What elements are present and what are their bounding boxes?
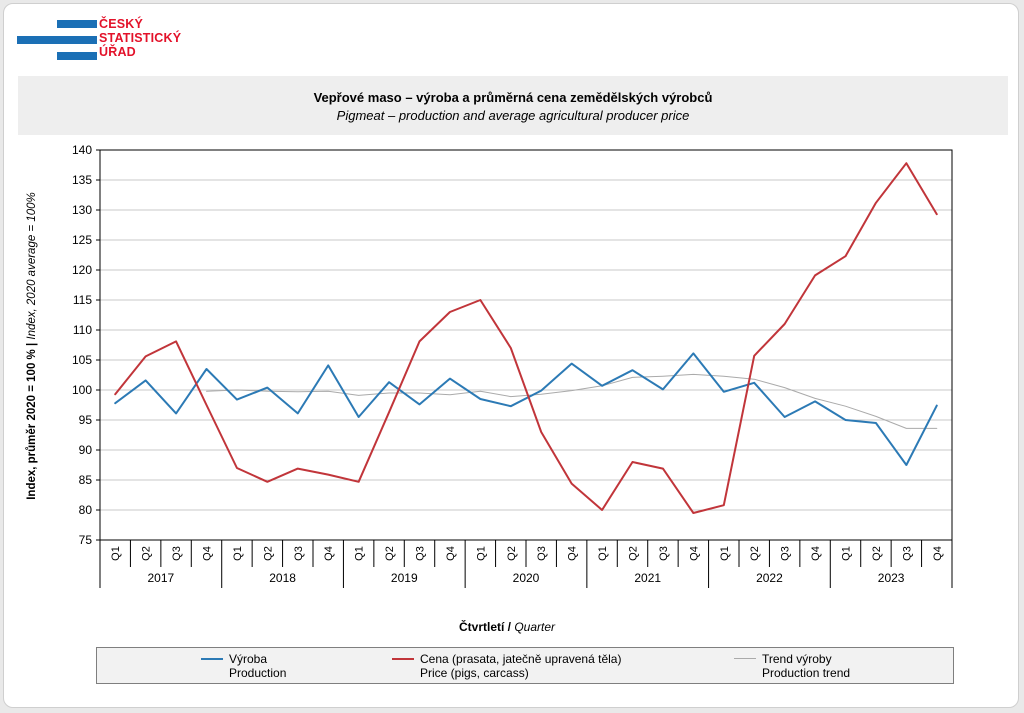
- y-tick-label-85: 85: [79, 473, 93, 487]
- legend-label-production-en: Production: [229, 666, 287, 680]
- y-tick-label-95: 95: [79, 413, 93, 427]
- legend-label-price-cz: Cena (prasata, jatečně upravená těla): [420, 652, 622, 666]
- legend-swatch-price: [392, 658, 414, 660]
- y-tick-label-120: 120: [72, 263, 92, 277]
- quarter-label: Q1: [597, 546, 609, 561]
- x-axis-label-en: Quarter: [514, 620, 556, 634]
- production-line: [114, 352, 938, 466]
- quarter-label: Q1: [841, 546, 853, 561]
- quarter-label: Q4: [688, 546, 700, 561]
- quarter-label: Q1: [475, 546, 487, 561]
- logo-bar-bottom: [57, 52, 97, 60]
- quarter-label: Q2: [749, 546, 761, 561]
- quarter-label: Q2: [262, 546, 274, 561]
- legend-label-production-cz: Výroba: [229, 652, 268, 666]
- y-tick-label-125: 125: [72, 233, 92, 247]
- legend-text-trend: Trend výroby Production trend: [762, 652, 850, 680]
- legend-label-trend-en: Production trend: [762, 666, 851, 680]
- production-trend-line: [206, 373, 938, 429]
- quarter-label: Q4: [810, 546, 822, 561]
- y-tick-label-105: 105: [72, 353, 92, 367]
- y-tick-label-90: 90: [79, 443, 93, 457]
- quarter-label: Q2: [628, 546, 640, 561]
- quarter-label: Q3: [171, 546, 183, 561]
- plot-border: [99, 149, 953, 541]
- quarter-label: Q1: [232, 546, 244, 561]
- legend-swatch-trend: [734, 658, 756, 659]
- x-axis-label: Čtvrtletí / Quarter: [459, 619, 556, 634]
- y-tick-label-80: 80: [79, 503, 93, 517]
- y-tick-label-140: 140: [72, 143, 92, 157]
- quarter-label: Q4: [932, 546, 944, 561]
- logo-text: ČESKÝ STATISTICKÝ ÚŘAD: [99, 17, 181, 59]
- csu-logo: ČESKÝ STATISTICKÝ ÚŘAD: [17, 17, 197, 63]
- title-box: Vepřové maso – výroba a průměrná cena ze…: [18, 76, 1008, 135]
- quarter-label: Q4: [567, 546, 579, 561]
- logo-line-3: ÚŘAD: [99, 45, 136, 59]
- year-label-2020: 2020: [513, 571, 540, 585]
- quarter-label: Q2: [506, 546, 518, 561]
- y-tick-label-100: 100: [72, 383, 92, 397]
- year-label-2021: 2021: [634, 571, 661, 585]
- legend-swatch-production: [201, 658, 223, 660]
- quarter-label: Q1: [719, 546, 731, 561]
- quarter-label: Q3: [415, 546, 427, 561]
- grid-layer: [100, 179, 952, 511]
- quarter-label: Q2: [871, 546, 883, 561]
- quarter-label: Q2: [141, 546, 153, 561]
- price-line: [114, 162, 938, 514]
- legend-text-production: Výroba Production: [229, 652, 286, 680]
- quarter-label: Q1: [354, 546, 366, 561]
- logo-bar-top: [57, 20, 97, 28]
- quarter-label: Q1: [110, 546, 122, 561]
- y-tick-label-75: 75: [79, 533, 93, 547]
- quarter-label: Q3: [536, 546, 548, 561]
- year-label-2019: 2019: [391, 571, 418, 585]
- logo-line-1: ČESKÝ: [99, 17, 144, 31]
- y-axis-label-en: Index, 2020 average = 100%: [26, 192, 38, 339]
- legend-label-price-en: Price (pigs, carcass): [420, 666, 529, 680]
- legend-text-price: Cena (prasata, jatečně upravená těla) Pr…: [420, 652, 621, 680]
- y-axis-label: Index, průměr 2020 = 100 % | Index, 2020…: [26, 192, 38, 500]
- year-label-2022: 2022: [756, 571, 783, 585]
- quarter-label: Q4: [202, 546, 214, 561]
- legend: Výroba Production Cena (prasata, jatečně…: [96, 647, 954, 684]
- y-tick-label-115: 115: [73, 293, 92, 307]
- legend-label-trend-cz: Trend výroby: [762, 652, 832, 666]
- quarter-label: Q3: [901, 546, 913, 561]
- x-axis-label-cz: Čtvrtletí /: [459, 619, 514, 634]
- logo-line-2: STATISTICKÝ: [99, 31, 182, 45]
- logo-bar-middle: [17, 36, 97, 44]
- year-label-2017: 2017: [148, 571, 175, 585]
- quarter-label: Q4: [323, 546, 335, 561]
- quarter-label: Q3: [658, 546, 670, 561]
- y-axis-label-cz: Index, průměr 2020 = 100 % |: [26, 340, 38, 500]
- chart-title-cz: Vepřové maso – výroba a průměrná cena ze…: [313, 90, 713, 105]
- y-tick-label-110: 110: [73, 323, 92, 337]
- quarter-label: Q3: [293, 546, 305, 561]
- year-label-2018: 2018: [269, 571, 296, 585]
- axis-layer: 75 80 85 90 95 100 105 110 115 120 125 130 135 140 Q1 Q…: [72, 143, 953, 588]
- quarter-label: Q2: [384, 546, 396, 561]
- quarter-label: Q4: [445, 546, 457, 561]
- y-tick-label-135: 135: [72, 173, 92, 187]
- quarter-label: Q3: [780, 546, 792, 561]
- series-layer: [114, 162, 938, 514]
- year-label-2023: 2023: [878, 571, 905, 585]
- y-tick-label-130: 130: [72, 203, 92, 217]
- chart-title-en: Pigmeat – production and average agricul…: [336, 108, 690, 123]
